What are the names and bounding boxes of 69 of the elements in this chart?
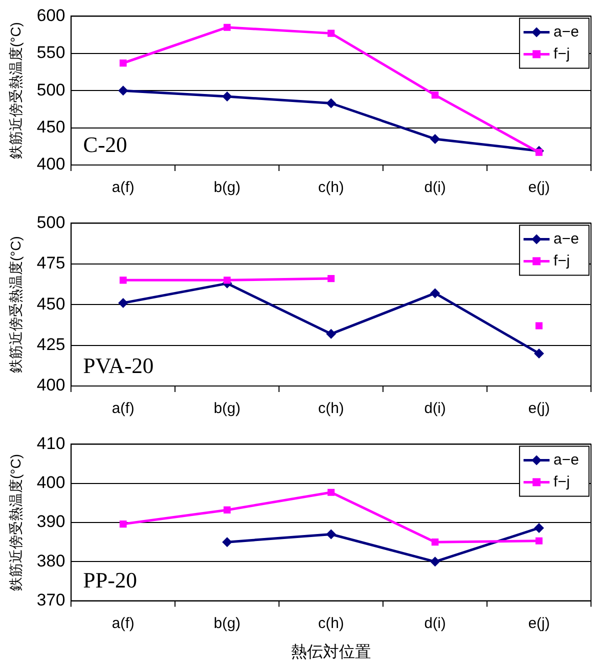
x-tick-label: d(i) <box>424 614 446 632</box>
point <box>224 506 231 514</box>
point <box>534 522 544 533</box>
x-tick-label: d(i) <box>424 400 446 418</box>
x-tick-label: c(h) <box>318 179 344 196</box>
x-tick-label: b(g) <box>214 614 240 632</box>
legend-label: f−j <box>554 473 570 490</box>
point <box>326 529 336 540</box>
point <box>534 348 544 358</box>
x-tick-label: b(g) <box>214 400 240 418</box>
y-tick-label: 475 <box>36 254 66 273</box>
y-tick-label: 425 <box>36 334 66 354</box>
point <box>430 288 440 298</box>
y-tick-label: 400 <box>36 473 66 492</box>
point <box>430 134 440 144</box>
y-axis-title: 鉄筋近傍受熱温度(°C) <box>7 236 24 374</box>
point <box>326 328 336 339</box>
point <box>535 148 543 156</box>
point <box>120 60 127 67</box>
legend-label: a−e <box>554 230 580 248</box>
x-tick-label: a(f) <box>112 179 134 196</box>
legend-label: f−j <box>554 45 570 62</box>
y-tick-label: 500 <box>36 80 66 100</box>
point <box>118 298 128 308</box>
x-tick-label: e(j) <box>528 400 550 418</box>
x-tick-label: a(f) <box>112 614 134 632</box>
x-tick-label: e(j) <box>528 179 550 196</box>
point <box>328 275 335 282</box>
x-tick-label: e(j) <box>528 614 550 632</box>
point <box>430 556 440 567</box>
y-tick-label: 400 <box>36 154 66 174</box>
point <box>326 98 336 108</box>
point <box>432 538 439 546</box>
y-tick-label: 550 <box>36 43 66 62</box>
y-tick-label: 370 <box>36 590 66 610</box>
point <box>120 520 127 528</box>
point <box>224 276 231 284</box>
legend-label: f−j <box>554 252 570 270</box>
x-tick-label: d(i) <box>424 179 446 196</box>
point <box>222 537 232 548</box>
y-axis-title: 鉄筋近傍受熱温度(°C) <box>7 454 24 592</box>
point <box>328 488 335 496</box>
y-tick-label: 450 <box>36 117 66 136</box>
point <box>328 30 335 37</box>
annotation: PVA-20 <box>83 352 154 378</box>
point <box>120 276 127 284</box>
legend-label: a−e <box>554 451 580 468</box>
point <box>432 92 439 99</box>
y-tick-label: 400 <box>36 376 66 395</box>
y-tick-label: 600 <box>36 6 66 25</box>
y-tick-label: 380 <box>36 551 66 570</box>
x-axis-title: 熱伝対位置 <box>291 642 372 661</box>
y-tick-label: 390 <box>36 512 66 532</box>
x-tick-label: b(g) <box>214 179 240 196</box>
point <box>535 322 543 330</box>
x-tick-label: a(f) <box>112 400 134 418</box>
point <box>222 92 232 102</box>
y-axis-title: 鉄筋近傍受熱温度(°C) <box>7 22 24 160</box>
annotation: PP-20 <box>83 568 137 593</box>
x-tick-label: c(h) <box>318 614 344 632</box>
point <box>224 24 231 31</box>
y-tick-label: 450 <box>36 294 66 314</box>
point <box>118 86 128 96</box>
annotation: C-20 <box>83 132 128 157</box>
y-tick-label: 500 <box>36 212 66 232</box>
x-tick-label: c(h) <box>318 400 344 418</box>
point <box>535 537 543 544</box>
y-tick-label: 410 <box>36 434 66 453</box>
legend-label: a−e <box>554 23 580 40</box>
